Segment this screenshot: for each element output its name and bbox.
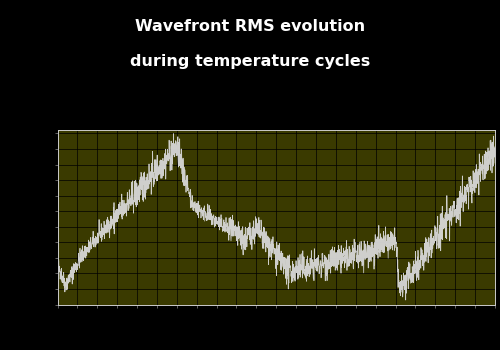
Y-axis label: RMS (nm): RMS (nm)	[22, 192, 30, 242]
Text: Wavefront RMS evolution: Wavefront RMS evolution	[135, 19, 365, 34]
Text: during temperature cycles: during temperature cycles	[130, 54, 370, 69]
X-axis label: Time (s): Time (s)	[256, 317, 297, 327]
